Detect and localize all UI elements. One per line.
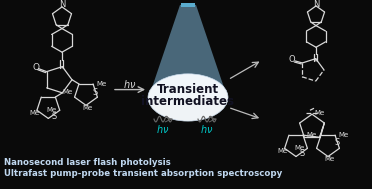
Text: $h\nu$: $h\nu$ (123, 78, 137, 90)
Text: N: N (59, 0, 65, 9)
Text: O: O (289, 56, 296, 64)
Text: intermediates: intermediates (141, 95, 234, 108)
Text: Me: Me (96, 81, 106, 87)
Text: Me: Me (314, 110, 324, 116)
Text: Me: Me (46, 107, 57, 113)
Text: O: O (32, 63, 39, 72)
Text: Me: Me (30, 110, 40, 116)
Text: $h\nu$: $h\nu$ (156, 123, 170, 135)
Text: Ultrafast pump-probe transient absorption spectroscopy: Ultrafast pump-probe transient absorptio… (4, 169, 282, 178)
Text: Me: Me (294, 145, 305, 151)
Text: Me: Me (325, 156, 335, 163)
Text: Me: Me (278, 148, 288, 154)
Text: $h\nu$: $h\nu$ (200, 123, 214, 135)
Text: Nanosecond laser flash photolysis: Nanosecond laser flash photolysis (4, 159, 171, 167)
Text: S: S (334, 138, 340, 147)
Text: S: S (93, 88, 98, 97)
FancyBboxPatch shape (181, 3, 195, 7)
Text: Me: Me (307, 132, 317, 138)
Text: Me: Me (62, 89, 72, 94)
Text: Me: Me (338, 132, 348, 138)
Text: S: S (51, 112, 57, 121)
Polygon shape (148, 5, 228, 99)
Text: S: S (299, 149, 304, 158)
Text: N: N (313, 0, 319, 9)
Text: Transient: Transient (157, 83, 219, 96)
Text: Me: Me (83, 105, 93, 111)
Ellipse shape (148, 74, 228, 121)
